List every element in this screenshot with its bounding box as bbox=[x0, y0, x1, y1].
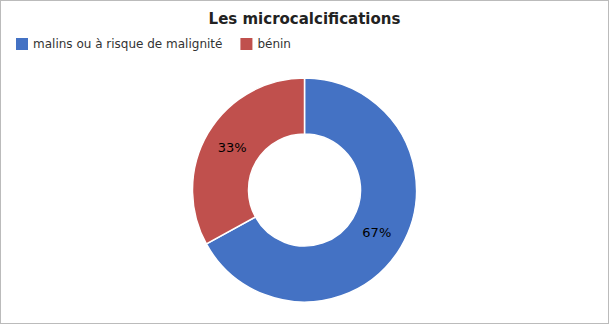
slices bbox=[192, 78, 416, 302]
data-labels: 67% 33% bbox=[218, 140, 392, 241]
legend: malins ou à risque de malignité bénin bbox=[16, 37, 291, 51]
data-label: 67% bbox=[362, 225, 391, 240]
legend-swatch bbox=[16, 38, 28, 50]
legend-item: bénin bbox=[240, 37, 291, 51]
legend-label: bénin bbox=[257, 37, 291, 51]
title: Les microcalcifications bbox=[209, 10, 401, 28]
legend-item: malins ou à risque de malignité bbox=[16, 37, 222, 51]
data-label: 33% bbox=[218, 140, 247, 155]
legend-swatch bbox=[240, 38, 252, 50]
legend-label: malins ou à risque de malignité bbox=[33, 37, 222, 51]
slice bbox=[192, 78, 304, 244]
chart: Les microcalcifications malins ou à risqu… bbox=[0, 0, 609, 324]
frame bbox=[1, 1, 609, 324]
